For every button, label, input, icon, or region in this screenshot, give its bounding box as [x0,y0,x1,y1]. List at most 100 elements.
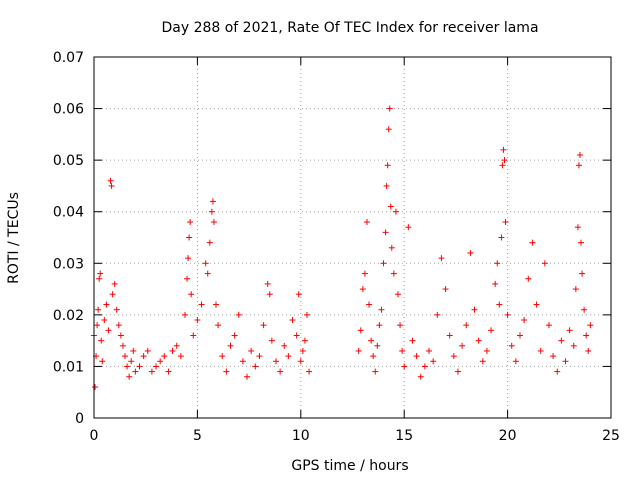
data-point [368,337,375,344]
data-point [281,342,288,349]
data-point [177,353,184,360]
data-point [385,126,392,133]
data-point [471,306,478,313]
data-point [111,280,118,287]
y-tick-label: 0.07 [53,50,84,66]
data-point [128,358,135,365]
data-point [101,317,108,324]
data-point [467,249,474,256]
data-point [570,342,577,349]
data-point [583,332,590,339]
y-tick-label: 0.02 [53,308,84,324]
data-point [500,146,507,153]
data-point [210,219,217,226]
data-point [533,301,540,308]
data-point [299,347,306,354]
data-point [105,327,112,334]
data-point [383,182,390,189]
tick-layer [93,56,612,419]
data-point [550,353,557,360]
x-tick-label: 15 [395,428,413,444]
data-point [558,337,565,344]
data-point [266,291,273,298]
data-point [504,311,511,318]
data-point [165,368,172,375]
data-point [399,347,406,354]
data-point [574,224,581,231]
data-point [186,234,193,241]
data-point [545,322,552,329]
data-point [295,291,302,298]
data-point [161,353,168,360]
data-point [397,322,404,329]
data-point [372,368,379,375]
data-point [223,368,230,375]
data-point [521,317,528,324]
y-tick-label: 0.05 [53,153,84,169]
data-point [463,322,470,329]
data-point [499,162,506,169]
data-point [130,347,137,354]
chart-title: Day 288 of 2021, Rate Of TEC Index for r… [161,20,538,36]
data-point [277,368,284,375]
data-point [517,332,524,339]
data-point [256,353,263,360]
data-point [136,363,143,370]
x-tick-label: 0 [90,428,99,444]
data-point [378,306,385,313]
data-point [231,332,238,339]
data-point [363,219,370,226]
data-point [119,342,126,349]
data-point [529,239,536,246]
data-point [285,353,292,360]
data-point [454,368,461,375]
x-tick-label: 25 [602,428,620,444]
data-point [185,255,192,262]
data-point [94,322,101,329]
data-point [498,234,505,241]
data-point [494,260,501,267]
data-point [99,358,106,365]
y-tick-label: 0.04 [53,205,84,221]
data-point [153,363,160,370]
data-point [188,291,195,298]
data-point [578,239,585,246]
data-point [512,358,519,365]
data-point [370,353,377,360]
data-point [297,358,304,365]
data-point [268,337,275,344]
data-point [496,301,503,308]
data-point [438,255,445,262]
y-tick-label: 0.01 [53,359,84,375]
label-layer: 0 0.01 0.02 0.03 0.04 0.05 0.06 0.07 0 5 10 15 20 25 [53,50,620,444]
data-point [587,322,594,329]
data-point [483,347,490,354]
data-point [394,291,401,298]
data-point [366,301,373,308]
data-point [264,280,271,287]
data-point [380,260,387,267]
data-point [361,270,368,277]
data-point [132,368,139,375]
data-point [585,347,592,354]
data-point [204,270,211,277]
data-point [501,157,508,164]
data-point [390,270,397,277]
data-point [103,301,110,308]
data-point [475,337,482,344]
data-point [239,358,246,365]
data-point [301,337,308,344]
data-point [157,358,164,365]
x-tick-label: 5 [193,428,202,444]
data-point [359,286,366,293]
data-point [252,363,259,370]
data-point [374,342,381,349]
data-point [537,347,544,354]
data-point [562,358,569,365]
data-point [502,219,509,226]
data-point [96,275,103,282]
data-point [446,332,453,339]
data-point [202,260,209,267]
plot-frame [93,56,612,419]
